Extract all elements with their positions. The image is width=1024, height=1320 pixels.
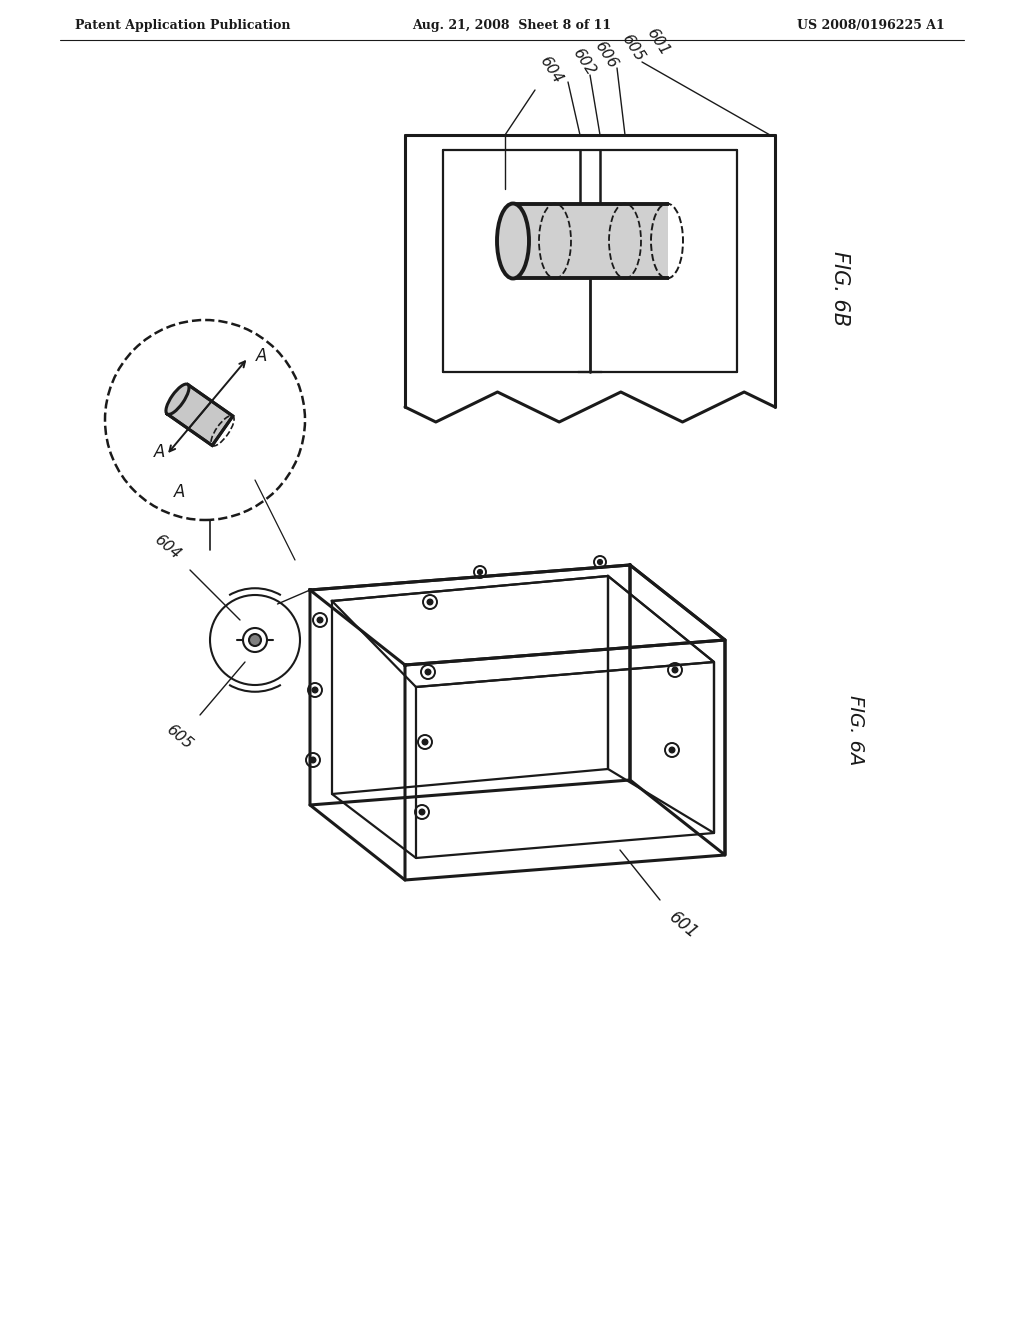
Text: 601: 601 [644,25,673,58]
Circle shape [317,618,323,623]
Text: Aug. 21, 2008  Sheet 8 of 11: Aug. 21, 2008 Sheet 8 of 11 [413,18,611,32]
Circle shape [425,669,431,675]
Circle shape [422,739,428,744]
Text: 604: 604 [537,53,565,86]
Text: 605: 605 [163,722,195,752]
Circle shape [477,570,482,574]
Polygon shape [167,384,232,446]
Text: A: A [256,347,267,364]
Circle shape [672,667,678,673]
Circle shape [598,560,602,565]
Circle shape [310,758,315,763]
Text: A: A [154,442,166,461]
Text: 602: 602 [570,45,598,78]
Text: Patent Application Publication: Patent Application Publication [75,18,291,32]
Text: FIG. 6B: FIG. 6B [830,251,850,326]
Circle shape [419,809,425,814]
Text: 606: 606 [592,38,621,71]
Text: 601: 601 [665,908,701,942]
Text: 605: 605 [618,32,647,63]
Circle shape [249,634,261,645]
Ellipse shape [497,203,529,279]
Circle shape [312,688,317,693]
Circle shape [427,599,433,605]
Text: A: A [174,483,185,502]
Ellipse shape [166,384,189,414]
Bar [513,203,668,279]
Text: FIG. 6A: FIG. 6A [846,694,864,766]
Text: US 2008/0196225 A1: US 2008/0196225 A1 [798,18,945,32]
Text: 604: 604 [151,532,183,562]
Circle shape [670,747,675,752]
